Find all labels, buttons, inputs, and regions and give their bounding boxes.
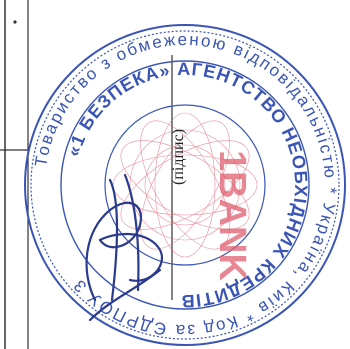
mark-dot xyxy=(13,20,17,24)
seal-middle-ring xyxy=(60,60,310,310)
seal-inner-text: 1BANK xyxy=(211,150,253,281)
seal-outer-ring-inner xyxy=(30,30,340,340)
seal-emblem xyxy=(112,112,258,258)
signature-caption: (підпис) xyxy=(170,128,187,185)
seal-outer-ring xyxy=(24,24,346,346)
seal-inner-ring xyxy=(104,104,266,266)
